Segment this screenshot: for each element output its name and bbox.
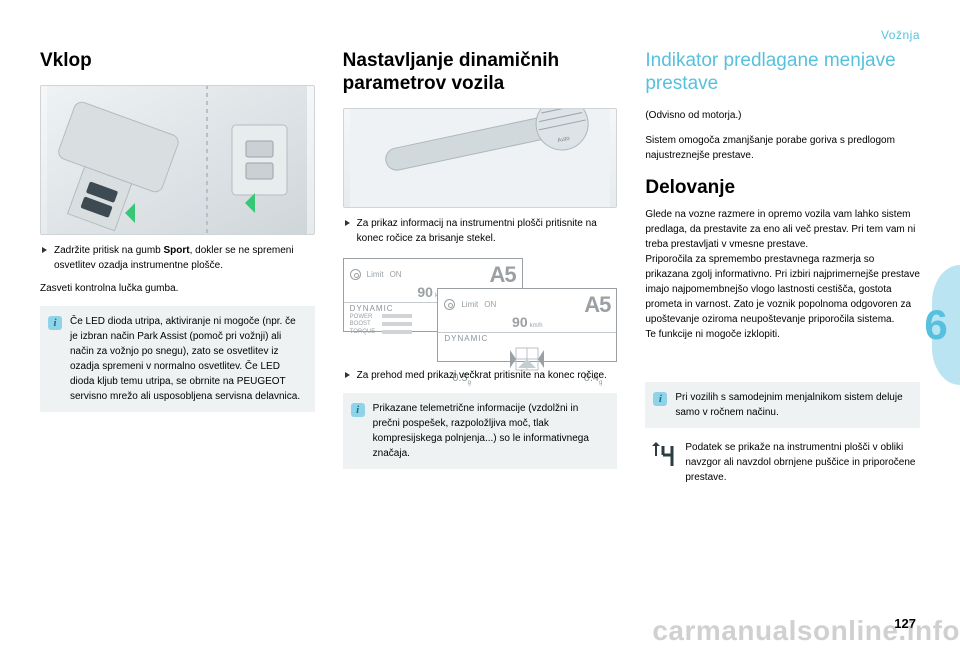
col2-infobox: i Prikazane telemetrične informacije (vz… xyxy=(343,393,618,469)
watermark-text: carmanualsonline.info xyxy=(652,615,960,647)
col3-title: Indikator predlagane menjave prestave xyxy=(645,50,920,96)
chapter-number: 6 xyxy=(924,301,947,349)
col1-bullet-1: Zadržite pritisk na gumb Sport, dokler s… xyxy=(40,243,315,273)
chapter-tab: 6 xyxy=(912,235,960,415)
column-vklop: Vklop xyxy=(40,50,315,485)
col1-bullet-1-text: Zadržite pritisk na gumb Sport, dokler s… xyxy=(54,245,294,271)
col2-bullet1: Za prikaz informacij na instrumentni plo… xyxy=(343,216,618,246)
row-boost: BOOST xyxy=(350,321,382,329)
info-icon: i xyxy=(653,392,667,406)
col1-title: Vklop xyxy=(40,50,315,73)
col1-infobox: i Če LED dioda utripa, aktiviranje ni mo… xyxy=(40,306,315,412)
display-limit-label: Limit xyxy=(367,270,384,279)
col2-bullet2: Za prehod med prikazi večkrat pritisnite… xyxy=(343,368,618,383)
display-on-label: ON xyxy=(390,270,402,279)
display-unit-b: km/h xyxy=(530,323,543,329)
column-dynamic-params: Nastavljanje dinamičnih parametrov vozil… xyxy=(343,50,618,485)
content-columns: Vklop xyxy=(40,50,920,485)
display-panel-b: Limit ON A5 90km/h DYNAMIC xyxy=(437,288,617,362)
gear-shift-arrow-icon xyxy=(645,440,675,470)
limiter-ring-icon xyxy=(444,299,455,310)
display-gear-b: A5 xyxy=(584,292,610,318)
col3-body: Glede na vozne razmere in opremo vozila … xyxy=(645,207,920,342)
instrument-display-illustration: Limit ON A5 90km/h DYNAMIC POWER BOOST T… xyxy=(343,258,618,368)
display-gear-a: A5 xyxy=(490,262,516,288)
info-icon: i xyxy=(48,316,62,330)
display-limit-label-b: Limit xyxy=(461,300,478,309)
info-icon: i xyxy=(351,403,365,417)
col3-infobox-text: Pri vozilih s samodejnim menjalnikom sis… xyxy=(675,392,902,418)
breadcrumb-text: Vožnja xyxy=(881,28,920,42)
display-speed-b: 90 xyxy=(512,314,528,330)
column-gear-indicator: Indikator predlagane menjave prestave (O… xyxy=(645,50,920,485)
col3-infobox: i Pri vozilih s samodejnim menjalnikom s… xyxy=(645,382,920,428)
col3-intro: Sistem omogoča zmanjšanje porabe goriva … xyxy=(645,133,920,163)
manual-page: Vožnja Vklop xyxy=(0,0,960,649)
wiper-stalk-illustration: Auto xyxy=(343,108,618,208)
col3-h2: Delovanje xyxy=(645,177,920,199)
col1-infobox-text: Če LED dioda utripa, aktiviranje ni mogo… xyxy=(70,316,300,402)
col2-infobox-text: Prikazane telemetrične informacije (vzdo… xyxy=(373,403,589,459)
display-dynamic-b: DYNAMIC xyxy=(438,332,616,343)
col2-bullet-list-2: Za prehod med prikazi večkrat pritisnite… xyxy=(343,368,618,383)
row-power: POWER xyxy=(350,314,382,322)
col2-title: Nastavljanje dinamičnih parametrov vozil… xyxy=(343,50,618,96)
sport-button-illustration xyxy=(40,85,315,235)
limiter-ring-icon xyxy=(350,269,361,280)
display-speed-a: 90 xyxy=(417,284,433,300)
col2-bullet-list-1: Za prikaz informacij na instrumentni plo… xyxy=(343,216,618,246)
gear-hint-row: Podatek se prikaže na instrumentni plošč… xyxy=(645,440,920,485)
gear-hint-text: Podatek se prikaže na instrumentni plošč… xyxy=(685,440,920,485)
header-breadcrumb: Vožnja xyxy=(40,28,920,42)
col3-subtitle: (Odvisno od motorja.) xyxy=(645,108,920,123)
col1-caption: Zasveti kontrolna lučka gumba. xyxy=(40,281,315,296)
row-torque: TORQUE xyxy=(350,329,382,337)
display-on-label-b: ON xyxy=(484,300,496,309)
col1-bullet-list: Zadržite pritisk na gumb Sport, dokler s… xyxy=(40,243,315,273)
